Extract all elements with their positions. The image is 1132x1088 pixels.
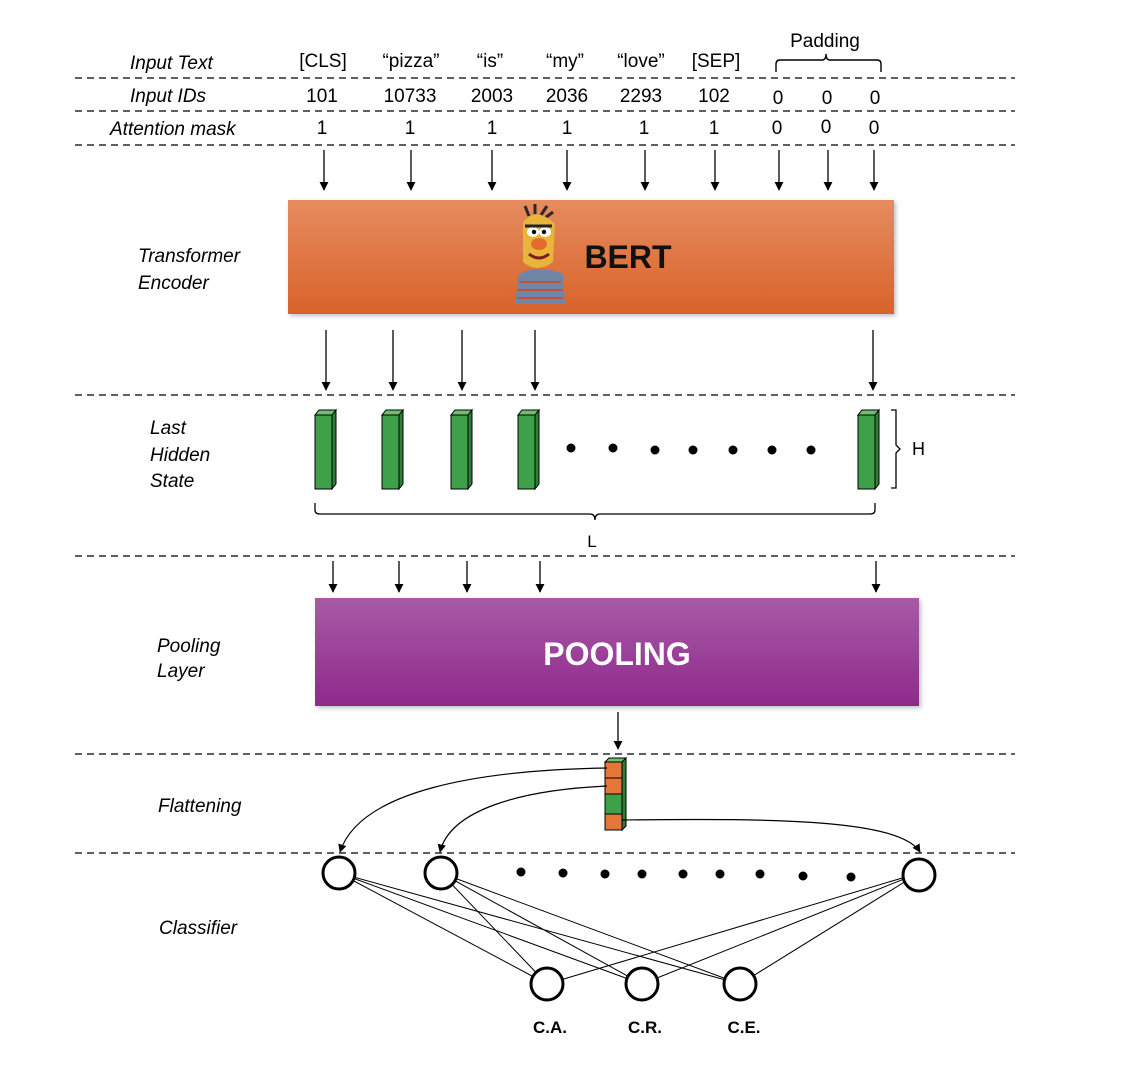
pooling-title: POOLING xyxy=(543,636,691,672)
input-id: 0 xyxy=(822,88,833,109)
hidden-vector xyxy=(856,408,881,491)
attention-mask-label: Attention mask xyxy=(109,119,237,140)
neuron xyxy=(423,855,459,891)
mask-value: 1 xyxy=(562,118,573,139)
output-neuron xyxy=(722,966,758,1002)
token: “love” xyxy=(617,51,665,72)
mask-value: 1 xyxy=(639,118,650,139)
padding-label: Padding xyxy=(790,31,860,52)
output-label: C.E. xyxy=(727,1018,760,1037)
hidden-vector xyxy=(516,408,541,491)
flat-segment xyxy=(604,793,623,815)
hidden-vector xyxy=(313,408,338,491)
input-ids-label: Input IDs xyxy=(130,86,207,107)
flat-segment xyxy=(604,761,623,779)
flat-segment xyxy=(604,777,623,795)
mask-value: 0 xyxy=(821,117,832,138)
dim-h-label: H xyxy=(912,439,925,459)
hidden-vector xyxy=(380,408,405,491)
hidden-state-vectors xyxy=(313,408,881,491)
input-id: 101 xyxy=(306,86,338,107)
token: “my” xyxy=(546,51,584,72)
neuron-ellipsis-dots xyxy=(516,867,856,882)
dim-l-label: L xyxy=(587,532,596,551)
input-ids-row: 101 10733 2003 2036 2293 102 0 0 0 xyxy=(306,86,880,109)
attention-mask-row: 1 1 1 1 1 1 0 0 0 xyxy=(317,117,880,139)
output-neuron xyxy=(529,966,565,1002)
input-id: 102 xyxy=(698,86,730,107)
neuron xyxy=(901,857,937,893)
classifier-label: Classifier xyxy=(159,918,238,939)
token: “pizza” xyxy=(382,51,439,72)
hidden-state-label: State xyxy=(150,471,194,492)
flattened-vector xyxy=(603,756,628,832)
row-separators xyxy=(75,77,1015,854)
input-text-label: Input Text xyxy=(130,53,213,74)
mask-value: 1 xyxy=(317,118,328,139)
input-id: 10733 xyxy=(384,86,437,107)
mask-value: 0 xyxy=(772,118,783,139)
mask-value: 1 xyxy=(405,118,416,139)
classifier-connections xyxy=(338,872,920,985)
bert-title: BERT xyxy=(584,239,672,275)
padding-bracket: Padding xyxy=(775,31,882,72)
bert-encoder-box xyxy=(288,200,894,314)
input-id: 2293 xyxy=(620,86,662,107)
token: [SEP] xyxy=(692,51,741,72)
pooling-input-arrows xyxy=(328,561,881,593)
neuron xyxy=(321,855,357,891)
pooling-label: Layer xyxy=(157,661,205,682)
mask-value: 0 xyxy=(869,118,880,139)
hidden-state-label: Hidden xyxy=(150,445,210,466)
encoder-label: Transformer xyxy=(138,246,241,267)
arrow xyxy=(621,818,921,853)
flat-segment xyxy=(604,813,623,831)
mask-value: 1 xyxy=(487,118,498,139)
pooling-label: Pooling xyxy=(157,636,221,657)
hidden-state-label: Last xyxy=(150,418,187,439)
flattening-label: Flattening xyxy=(158,796,242,817)
output-neurons xyxy=(529,966,758,1002)
hidden-vector xyxy=(449,408,474,491)
input-id: 2036 xyxy=(546,86,588,107)
mask-value: 1 xyxy=(709,118,720,139)
ellipsis-dots xyxy=(566,443,816,455)
output-label: C.R. xyxy=(628,1018,662,1037)
input-id: 2003 xyxy=(471,86,513,107)
h-bracket xyxy=(891,409,901,489)
l-bracket xyxy=(314,503,876,521)
encoder-input-arrows xyxy=(319,150,879,191)
input-id: 0 xyxy=(773,88,784,109)
token-row: [CLS] “pizza” “is” “my” “love” [SEP] xyxy=(299,51,740,72)
encoder-label: Encoder xyxy=(138,273,209,294)
input-id: 0 xyxy=(870,88,881,109)
output-neuron xyxy=(624,966,660,1002)
token: [CLS] xyxy=(299,51,347,72)
pooling-box xyxy=(315,598,919,706)
bert-muppet-icon xyxy=(515,204,565,304)
arrow xyxy=(437,785,608,853)
flatten-to-neuron-arrows xyxy=(338,767,921,853)
output-label: C.A. xyxy=(533,1018,567,1037)
token: “is” xyxy=(477,51,503,72)
encoder-output-arrows xyxy=(321,330,878,391)
input-neurons xyxy=(321,855,937,893)
arrow xyxy=(338,767,608,853)
